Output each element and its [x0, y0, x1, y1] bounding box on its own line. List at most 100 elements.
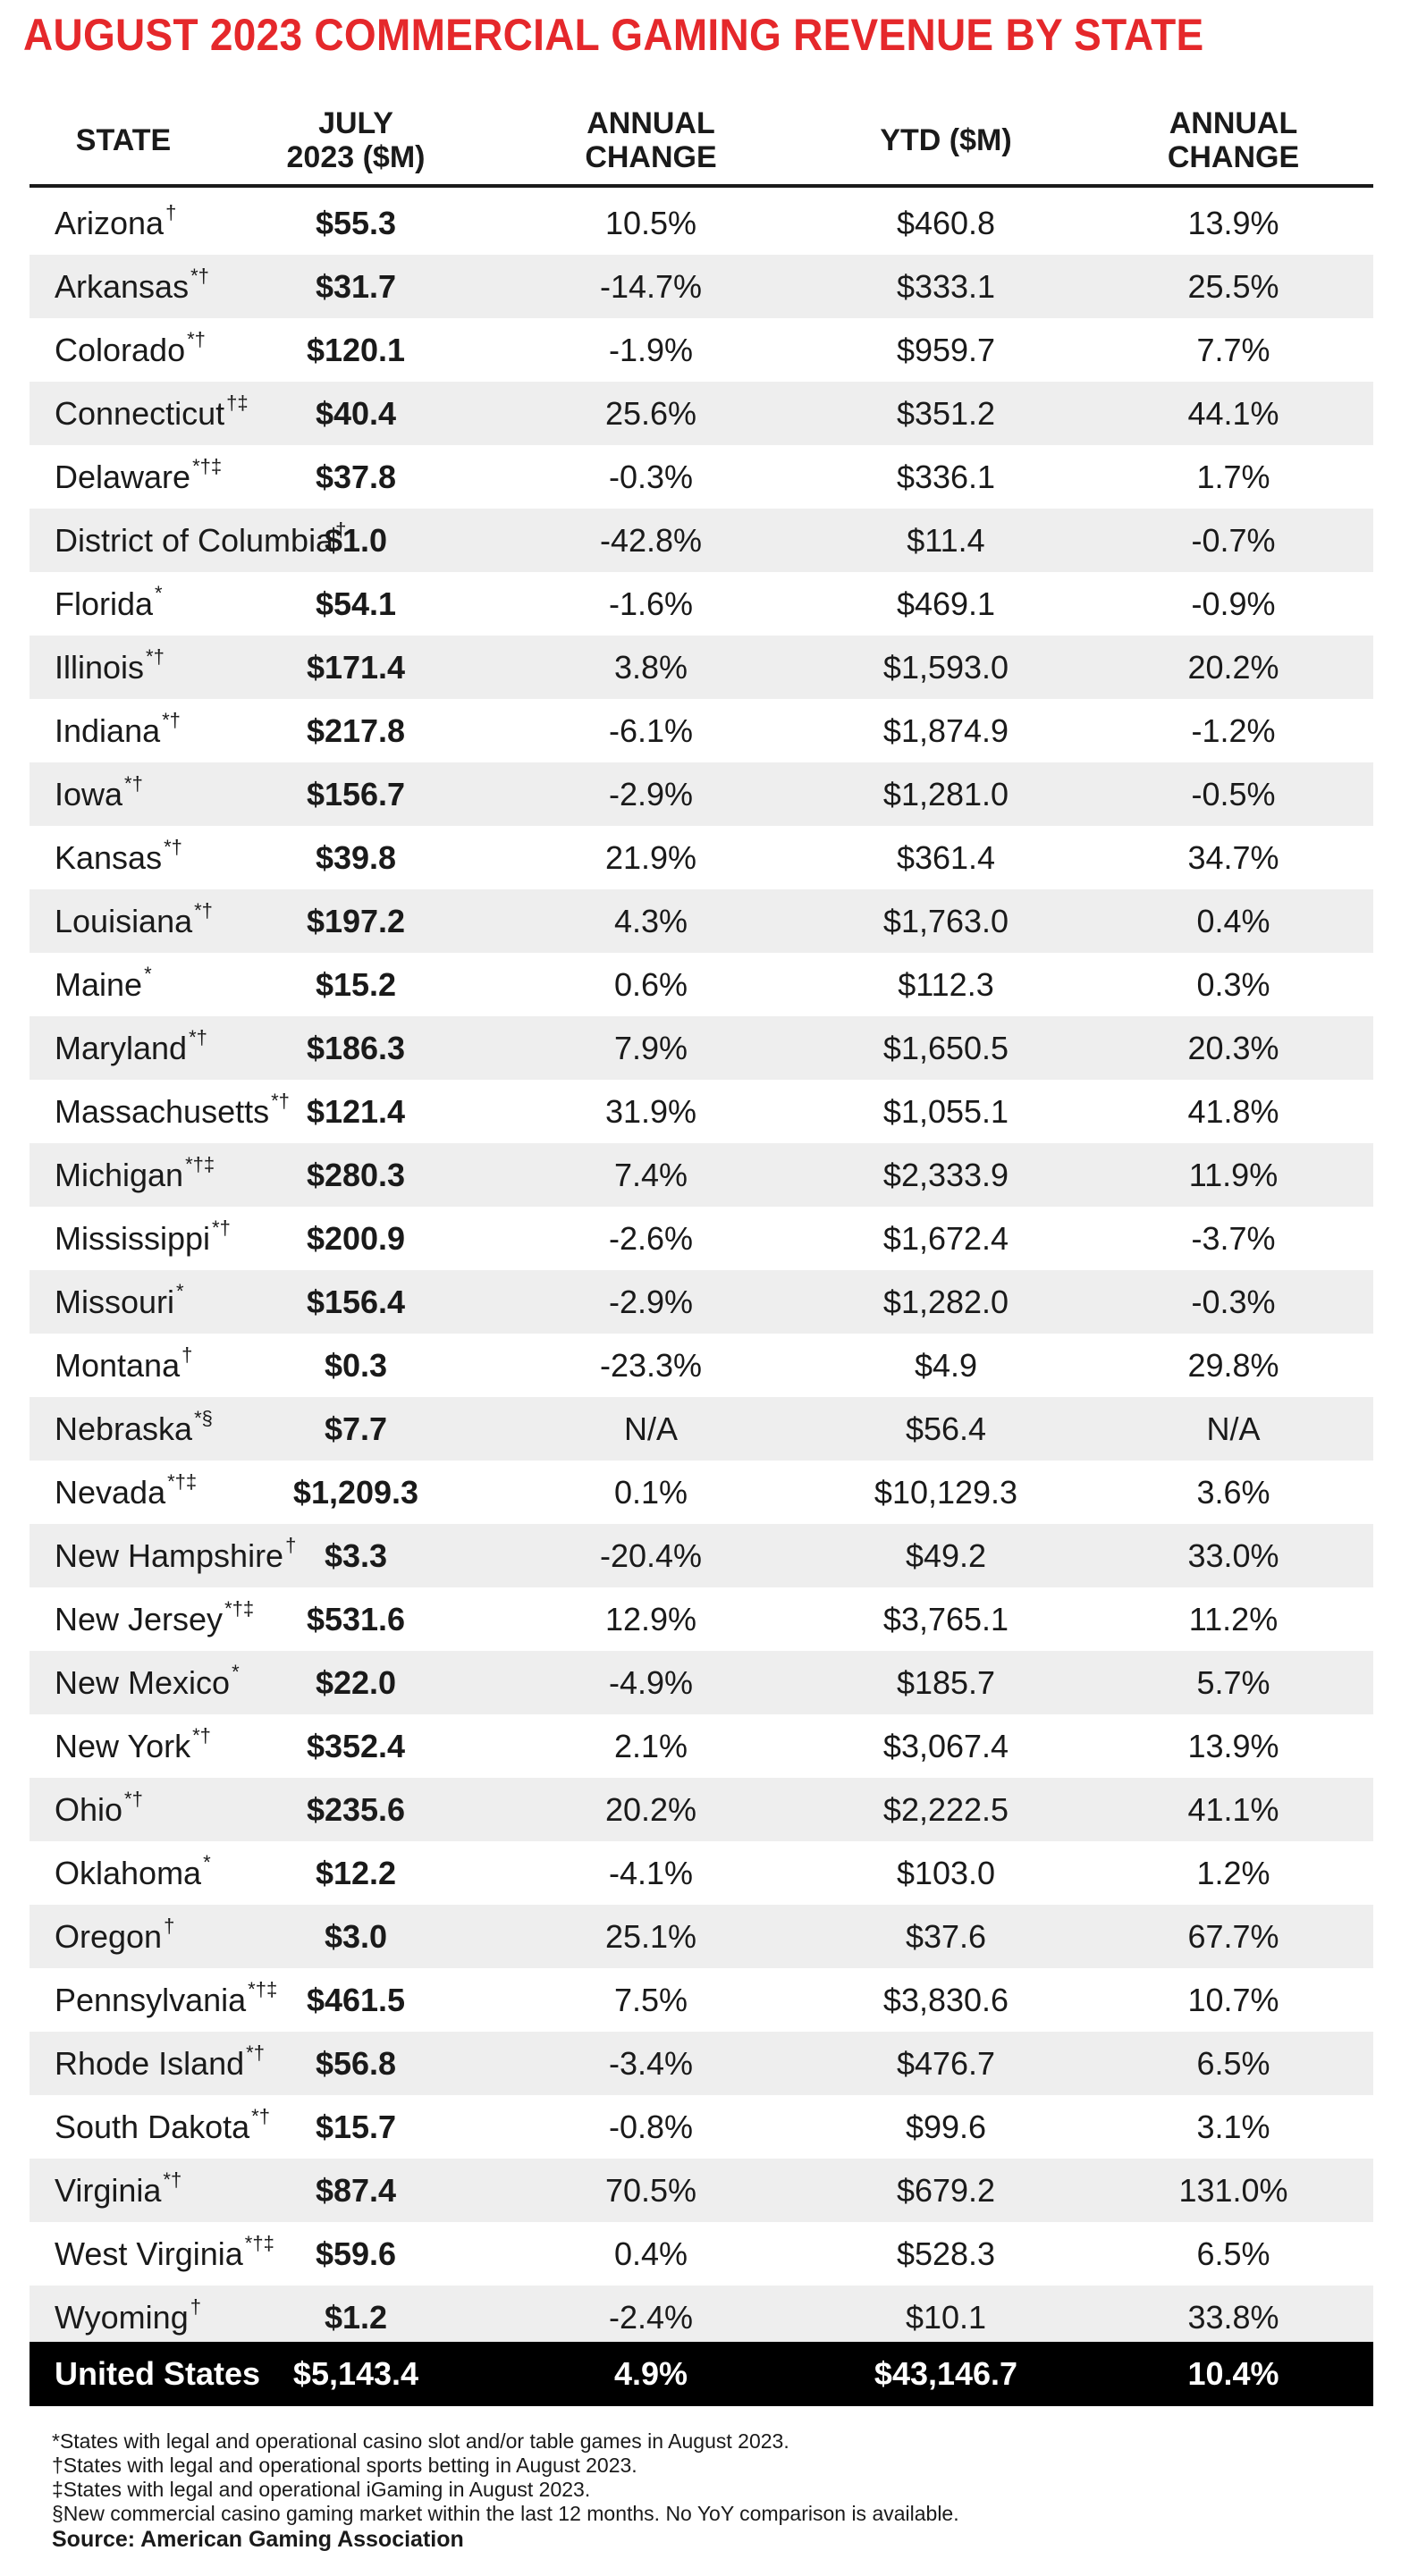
cell-month-change: -2.9%	[608, 776, 694, 812]
state-footnote-marks: †	[285, 1534, 297, 1556]
table-row: Nevada*†‡ $1,209.3 0.1% $10,129.3 3.6%	[30, 1461, 1373, 1524]
table-row: Pennsylvania*†‡ $461.5 7.5% $3,830.6 10.7%	[30, 1968, 1373, 2032]
table-row: New Hampshire† $3.3 -20.4% $49.2 33.0%	[30, 1524, 1373, 1587]
cell-month-change: -1.6%	[608, 585, 694, 622]
cell-ytd: $112.3	[898, 966, 994, 1003]
source-credit: Source: American Gaming Association	[52, 2527, 464, 2552]
state-name: Maine	[55, 966, 143, 1003]
state-footnote-marks: *†	[190, 265, 209, 287]
cell-ytd: $1,282.0	[882, 1284, 1009, 1320]
total-ytd: $43,146.7	[874, 2355, 1018, 2392]
header-month: JULY 2023 ($M)	[286, 106, 426, 174]
state-name: Oregon	[55, 1918, 163, 1955]
cell-ytd: $99.6	[905, 2109, 987, 2145]
cell-month: $280.3	[306, 1157, 406, 1193]
cell-month: $186.3	[306, 1030, 406, 1066]
cell-ytd-change: 13.9%	[1187, 205, 1279, 241]
table-row: Colorado*† $120.1 -1.9% $959.7 7.7%	[30, 318, 1373, 382]
cell-ytd: $3,067.4	[882, 1728, 1009, 1764]
state-name: Colorado	[55, 332, 186, 368]
cell-month-change: 3.8%	[613, 649, 688, 686]
state-footnote-marks: *	[155, 582, 163, 604]
state-name: Wyoming	[55, 2299, 189, 2336]
cell-state: Florida*	[55, 572, 163, 636]
cell-ytd: $10,129.3	[874, 1474, 1018, 1511]
total-row: United States $5,143.4 4.9% $43,146.7 10…	[30, 2342, 1373, 2406]
table-header: STATE JULY 2023 ($M) ANNUAL CHANGE YTD (…	[30, 97, 1373, 188]
cell-ytd-change: 34.7%	[1187, 839, 1279, 876]
header-month-change: ANNUAL CHANGE	[585, 106, 717, 174]
cell-ytd: $679.2	[896, 2172, 996, 2209]
state-name: Florida	[55, 585, 154, 622]
cell-ytd-change: 3.6%	[1196, 1474, 1270, 1511]
table-row: Florida* $54.1 -1.6% $469.1 -0.9%	[30, 572, 1373, 636]
cell-month-change: -20.4%	[599, 1537, 703, 1574]
cell-month: $156.4	[306, 1284, 406, 1320]
state-footnote-marks: *†	[189, 1026, 207, 1048]
state-name: Oklahoma	[55, 1855, 202, 1891]
cell-ytd-change: 0.3%	[1196, 966, 1270, 1003]
cell-month-change: -4.9%	[608, 1664, 694, 1701]
state-footnote-marks: †‡	[226, 391, 249, 414]
cell-ytd-change: 7.7%	[1196, 332, 1270, 368]
state-name: Nevada	[55, 1474, 166, 1511]
state-footnote-marks: *†	[271, 1090, 290, 1112]
table-row: Ohio*† $235.6 20.2% $2,222.5 41.1%	[30, 1778, 1373, 1841]
state-name: Missouri	[55, 1284, 175, 1320]
state-name: Virginia	[55, 2172, 162, 2209]
cell-month: $55.3	[315, 205, 397, 241]
cell-ytd: $959.7	[896, 332, 996, 368]
cell-month: $197.2	[306, 903, 406, 939]
cell-month: $352.4	[306, 1728, 406, 1764]
cell-month: $217.8	[306, 712, 406, 749]
state-footnote-marks: *§	[194, 1407, 213, 1429]
cell-ytd: $351.2	[896, 395, 996, 432]
cell-month: $171.4	[306, 649, 406, 686]
state-name: Michigan	[55, 1157, 184, 1193]
cell-state: Louisiana*†	[55, 889, 213, 953]
cell-month-change: -3.4%	[608, 2045, 694, 2082]
table-body: Arizona† $55.3 10.5% $460.8 13.9% Arkansas*† $…	[30, 191, 1373, 2349]
footnote-slots: *States with legal and operational casin…	[52, 2429, 789, 2453]
cell-ytd: $56.4	[905, 1410, 987, 1447]
cell-state: New Mexico*	[55, 1651, 240, 1714]
cell-state: Iowa*†	[55, 762, 143, 826]
cell-ytd-change: 0.4%	[1196, 903, 1270, 939]
state-name: Indiana	[55, 712, 161, 749]
cell-state: Oklahoma*	[55, 1841, 211, 1905]
state-name: Montana	[55, 1347, 181, 1384]
state-name: District of Columbia	[55, 522, 334, 559]
cell-month: $54.1	[315, 585, 397, 622]
total-ytd-change: 10.4%	[1187, 2355, 1279, 2392]
cell-month: $15.7	[315, 2109, 397, 2145]
cell-state: Colorado*†	[55, 318, 206, 382]
cell-state: Delaware*†‡	[55, 445, 222, 509]
header-ytd-change: ANNUAL CHANGE	[1167, 106, 1300, 174]
cell-state: West Virginia*†‡	[55, 2222, 274, 2286]
cell-ytd: $37.6	[905, 1918, 987, 1955]
cell-ytd-change: 1.7%	[1196, 459, 1270, 495]
cell-month: $1.2	[324, 2299, 388, 2336]
cell-state: Illinois*†	[55, 636, 165, 699]
cell-state: New Jersey*†‡	[55, 1587, 254, 1651]
cell-ytd: $185.7	[896, 1664, 996, 1701]
cell-state: New York*†	[55, 1714, 211, 1778]
cell-month: $7.7	[324, 1410, 388, 1447]
state-name: Nebraska	[55, 1410, 193, 1447]
state-name: West Virginia	[55, 2235, 243, 2272]
cell-month: $156.7	[306, 776, 406, 812]
cell-ytd: $1,281.0	[882, 776, 1009, 812]
cell-month-change: 2.1%	[613, 1728, 688, 1764]
cell-state: New Hampshire†	[55, 1524, 296, 1587]
footnote-new-market: §New commercial casino gaming market wit…	[52, 2502, 959, 2525]
cell-ytd: $1,763.0	[882, 903, 1009, 939]
cell-month-change: 4.3%	[613, 903, 688, 939]
cell-month-change: -23.3%	[599, 1347, 703, 1384]
state-footnote-marks: *	[176, 1280, 184, 1302]
table-row: Michigan*†‡ $280.3 7.4% $2,333.9 11.9%	[30, 1143, 1373, 1207]
table-row: Missouri* $156.4 -2.9% $1,282.0 -0.3%	[30, 1270, 1373, 1334]
cell-month-change: 7.5%	[613, 1982, 688, 2018]
cell-month-change: -2.9%	[608, 1284, 694, 1320]
state-name: Rhode Island	[55, 2045, 245, 2082]
table-row: Virginia*† $87.4 70.5% $679.2 131.0%	[30, 2159, 1373, 2222]
